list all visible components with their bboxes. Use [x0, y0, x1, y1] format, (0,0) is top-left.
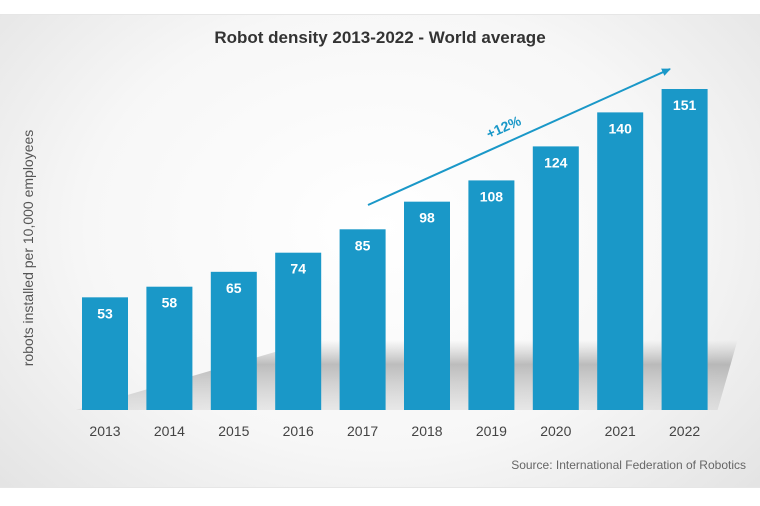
data-label-2020: 124: [544, 154, 568, 170]
bar-2013: [82, 297, 128, 410]
data-label-2022: 151: [673, 97, 697, 113]
x-tick-label-2017: 2017: [347, 423, 378, 439]
data-label-2016: 74: [290, 261, 306, 277]
bar-2014: [146, 286, 193, 410]
bar-2018: [404, 201, 450, 410]
bar-2019: [468, 180, 515, 410]
x-tick-label-2018: 2018: [411, 423, 442, 439]
x-tick-label-2015: 2015: [218, 423, 249, 439]
x-tick-label-2019: 2019: [476, 423, 507, 439]
data-label-2017: 85: [355, 237, 371, 253]
bar-2022: [661, 89, 708, 410]
bar-2017: [339, 229, 386, 410]
data-label-2014: 58: [162, 295, 178, 311]
source-note: Source: International Federation of Robo…: [511, 458, 746, 472]
x-tick-label-2014: 2014: [154, 423, 185, 439]
x-tick-label-2013: 2013: [89, 423, 120, 439]
bar-2016: [275, 252, 322, 410]
bar-2015: [210, 271, 257, 410]
data-label-2018: 98: [419, 210, 435, 226]
trend-arrow: [367, 68, 671, 206]
data-label-2021: 140: [609, 120, 633, 136]
data-label-2013: 53: [97, 305, 113, 321]
data-label-2015: 65: [226, 280, 242, 296]
x-tick-label-2016: 2016: [283, 423, 314, 439]
x-tick-label-2020: 2020: [540, 423, 571, 439]
x-tick-label-2021: 2021: [605, 423, 636, 439]
bar-2021: [597, 112, 644, 411]
chart-title: Robot density 2013-2022 - World average: [214, 28, 546, 47]
data-label-2019: 108: [480, 188, 504, 204]
x-tick-label-2022: 2022: [669, 423, 700, 439]
bar-2020: [532, 146, 579, 411]
